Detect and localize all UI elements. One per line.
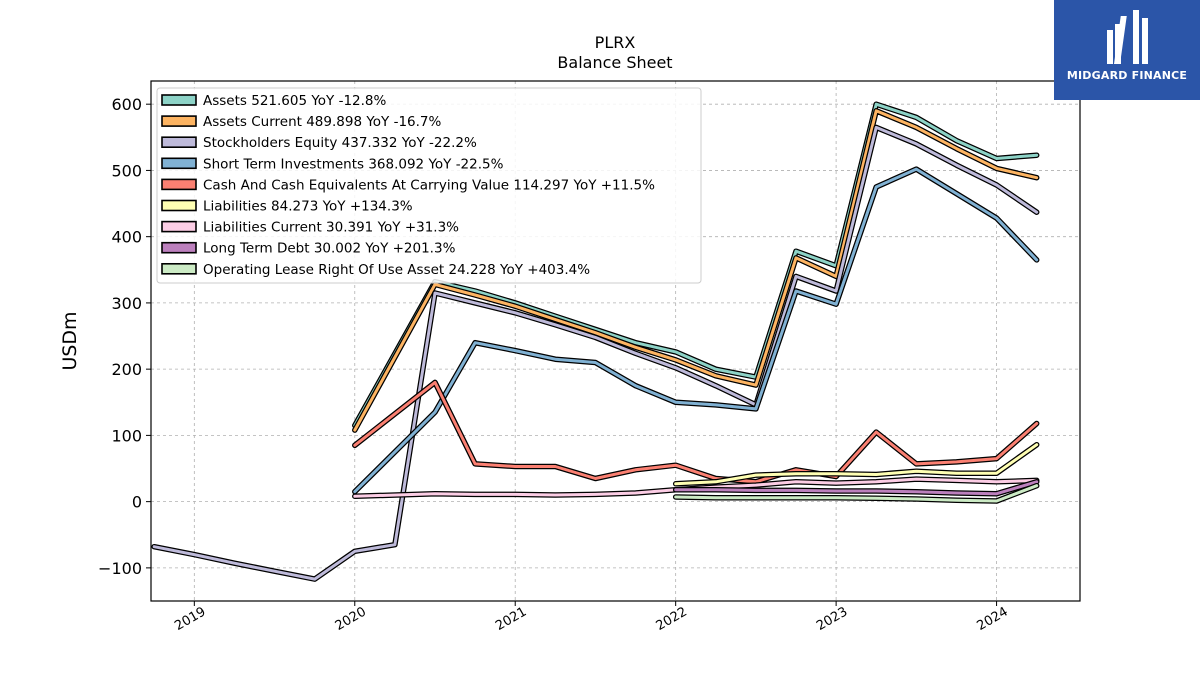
legend-swatch-short-term-investments — [161, 157, 197, 170]
series-line-operating-lease-right-of-use-asset — [674, 484, 1039, 503]
legend-swatch-liabilities — [161, 199, 197, 212]
x-tick-label: 2021 — [493, 604, 529, 634]
plot-frame — [150, 80, 1081, 602]
legend-swatch-operating-lease-right-of-use-asset — [161, 262, 197, 275]
x-tick-label: 2023 — [814, 604, 850, 634]
legend: Assets 521.605 YoY -12.8% Assets Current … — [156, 87, 702, 284]
x-tick-label: 2020 — [333, 604, 369, 634]
legend-box — [156, 87, 702, 284]
y-tick-label: 300 — [111, 294, 142, 313]
legend-label-assets-current: Assets Current 489.898 YoY -16.7% — [203, 114, 442, 130]
y-tick-label: 200 — [111, 360, 142, 379]
series-lines — [151, 101, 1040, 582]
logo-text: MIDGARD FINANCE — [1066, 69, 1188, 82]
legend-swatch-assets-current — [161, 115, 197, 127]
x-tick-label: 2022 — [654, 604, 690, 634]
legend-label-assets: Assets 521.605 YoY -12.8% — [203, 93, 387, 109]
legend-swatch-long-term-debt — [161, 241, 197, 254]
x-tick-label: 2019 — [172, 604, 208, 634]
y-axis-ticks: −100 0 100 200 300 400 500 600 — [98, 95, 151, 578]
legend-label-operating-lease-right-of-use-asset: Operating Lease Right Of Use Asset 24.22… — [203, 262, 590, 278]
legend-swatch-cash-and-cash-equivalents-at-carrying-value — [161, 178, 197, 191]
legend-label-liabilities: Liabilities 84.273 YoY +134.3% — [203, 199, 413, 215]
legend-label-cash-and-cash-equivalents-at-carrying-value: Cash And Cash Equivalents At Carrying Va… — [203, 177, 655, 193]
y-tick-label: 100 — [111, 426, 142, 445]
legend-swatch-assets — [161, 94, 197, 106]
logo-mark-icon — [1107, 10, 1148, 64]
chart-subtitle: Balance Sheet — [557, 53, 672, 72]
legend-label-liabilities-current: Liabilities Current 30.391 YoY +31.3% — [203, 220, 459, 236]
x-axis-ticks: 2019 2020 2021 2022 2023 2024 — [172, 601, 1011, 634]
series-line-long-term-debt — [674, 480, 1039, 496]
x-tick-label: 2024 — [975, 604, 1011, 634]
y-tick-label: 0 — [132, 493, 142, 512]
legend-swatch-liabilities-current — [161, 220, 197, 233]
legend-swatch-stockholders-equity — [161, 136, 197, 148]
y-tick-label: −100 — [98, 559, 142, 578]
legend-label-short-term-investments: Short Term Investments 368.092 YoY -22.5… — [203, 156, 504, 172]
chart-title: PLRX — [595, 33, 636, 52]
series-line-liabilities — [674, 443, 1039, 486]
series-line-cash-and-cash-equivalents-at-carrying-value — [353, 380, 1039, 484]
midgard-finance-logo: MIDGARD FINANCE — [1054, 0, 1200, 100]
series-line-stockholders-equity — [152, 125, 1039, 581]
series-line-assets-current — [353, 109, 1039, 432]
legend-label-long-term-debt: Long Term Debt 30.002 YoY +201.3% — [203, 241, 456, 257]
y-tick-label: 500 — [111, 161, 142, 180]
y-axis-label: USDm — [59, 311, 81, 370]
series-outline-cash-and-cash-equivalents-at-carrying-value — [352, 379, 1040, 485]
legend-label-stockholders-equity: Stockholders Equity 437.332 YoY -22.2% — [203, 135, 477, 151]
series-line-assets — [353, 102, 1039, 427]
y-tick-label: 400 — [111, 228, 142, 247]
y-tick-label: 600 — [111, 95, 142, 114]
series-line-short-term-investments — [353, 167, 1039, 494]
